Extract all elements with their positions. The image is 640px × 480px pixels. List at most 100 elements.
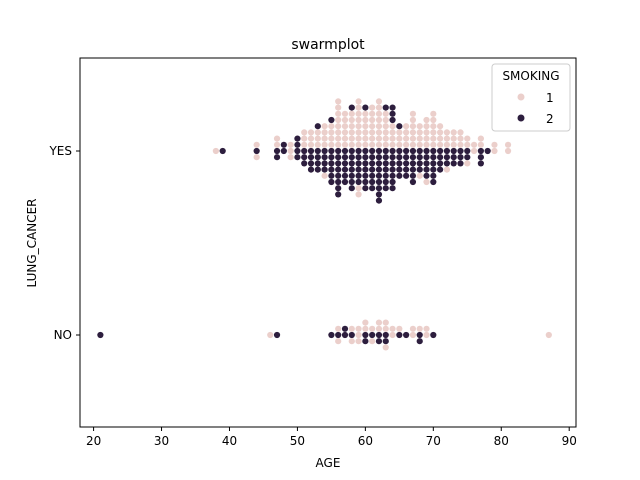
legend-label-1: 1	[546, 91, 554, 105]
swarm-point-smoking-2	[389, 110, 396, 117]
swarm-point-smoking-1	[335, 98, 342, 105]
swarm-point-smoking-1	[375, 98, 383, 105]
swarm-point-smoking-1	[382, 123, 389, 130]
swarm-point-smoking-1	[348, 123, 355, 130]
swarm-point-smoking-2	[294, 135, 301, 142]
swarm-point-smoking-2	[369, 147, 376, 155]
swarm-point-smoking-1	[423, 141, 430, 148]
swarm-point-smoking-1	[348, 129, 355, 136]
swarm-point-smoking-1	[416, 172, 423, 179]
swarm-point-smoking-2	[375, 197, 383, 204]
swarm-point-smoking-2	[375, 338, 383, 345]
swarm-point-smoking-1	[273, 141, 281, 148]
swarm-point-smoking-2	[328, 116, 335, 124]
swarm-point-smoking-2	[369, 172, 376, 179]
swarm-point-smoking-2	[335, 185, 342, 192]
swarm-point-smoking-2	[335, 166, 342, 173]
swarm-point-smoking-1	[335, 135, 342, 142]
swarm-point-smoking-2	[362, 160, 369, 167]
swarm-point-smoking-2	[382, 154, 389, 161]
swarm-point-smoking-2	[396, 160, 403, 167]
swarm-point-smoking-1	[375, 141, 383, 148]
swarm-point-smoking-2	[375, 160, 383, 167]
swarm-point-smoking-1	[362, 123, 369, 130]
swarm-point-smoking-1	[321, 123, 328, 130]
swarm-point-smoking-2	[328, 160, 335, 167]
swarm-point-smoking-1	[477, 135, 484, 142]
swarm-point-smoking-2	[335, 160, 342, 167]
swarm-point-smoking-1	[369, 110, 376, 117]
swarm-point-smoking-1	[416, 135, 423, 142]
swarm-point-smoking-2	[369, 178, 376, 186]
swarm-point-smoking-2	[294, 154, 301, 161]
swarm-point-smoking-2	[335, 178, 342, 186]
swarm-point-smoking-1	[396, 129, 403, 136]
swarm-point-smoking-1	[335, 110, 342, 117]
swarm-point-smoking-1	[457, 141, 464, 148]
swarm-point-smoking-2	[389, 172, 396, 179]
swarm-point-smoking-1	[355, 135, 362, 142]
swarm-point-smoking-1	[341, 116, 349, 124]
swarm-point-smoking-2	[307, 166, 315, 173]
legend: SMOKING 1 2	[491, 63, 571, 132]
swarm-point-smoking-2	[437, 166, 444, 173]
swarm-point-smoking-1	[355, 104, 362, 111]
swarm-point-smoking-1	[273, 135, 281, 142]
swarm-point-smoking-1	[389, 129, 396, 136]
swarm-point-smoking-1	[362, 319, 369, 326]
swarm-point-smoking-2	[348, 172, 355, 179]
swarm-point-smoking-1	[464, 160, 471, 167]
swarm-point-smoking-2	[355, 178, 362, 186]
swarm-point-smoking-2	[369, 160, 376, 167]
swarm-point-smoking-2	[348, 166, 355, 173]
swarm-point-smoking-1	[307, 141, 315, 148]
swarm-point-smoking-1	[287, 141, 294, 148]
swarm-point-smoking-1	[409, 110, 417, 117]
swarm-point-smoking-1	[212, 147, 219, 155]
swarm-point-smoking-1	[362, 325, 369, 332]
swarm-point-smoking-2	[430, 172, 437, 179]
swarm-point-smoking-2	[362, 185, 369, 192]
swarm-point-smoking-1	[457, 129, 464, 136]
swarm-point-smoking-2	[457, 160, 464, 167]
swarm-point-smoking-1	[430, 135, 437, 142]
swarm-point-smoking-2	[389, 147, 396, 155]
swarm-point-smoking-1	[504, 141, 512, 148]
swarm-point-smoking-1	[382, 325, 389, 332]
swarm-point-smoking-1	[389, 123, 396, 130]
swarm-point-smoking-2	[328, 178, 335, 186]
swarm-point-smoking-1	[369, 141, 376, 148]
swarm-point-smoking-2	[355, 166, 362, 173]
swarm-point-smoking-1	[287, 154, 294, 161]
swarm-point-smoking-2	[341, 154, 349, 161]
swarm-point-smoking-1	[321, 141, 328, 148]
swarm-point-smoking-2	[335, 172, 342, 179]
swarm-point-smoking-1	[335, 141, 342, 148]
swarm-point-smoking-2	[430, 166, 437, 173]
swarm-point-smoking-2	[430, 178, 437, 186]
swarm-point-smoking-1	[253, 141, 260, 148]
swarm-point-smoking-1	[362, 116, 369, 124]
swarm-point-smoking-1	[328, 141, 335, 148]
swarm-point-smoking-1	[416, 129, 423, 136]
swarm-point-smoking-1	[348, 116, 355, 124]
swarm-point-smoking-2	[416, 160, 423, 167]
swarm-point-smoking-1	[423, 123, 430, 130]
swarm-point-smoking-2	[403, 154, 410, 161]
swarm-point-smoking-1	[450, 129, 457, 136]
swarm-point-smoking-2	[355, 154, 362, 161]
swarm-point-smoking-1	[321, 172, 328, 179]
swarm-point-smoking-1	[545, 331, 552, 339]
x-tick-label: 40	[222, 434, 237, 448]
swarm-point-smoking-2	[328, 166, 335, 173]
swarm-point-smoking-1	[457, 135, 464, 142]
swarm-point-smoking-1	[375, 129, 383, 136]
swarm-point-smoking-2	[362, 104, 369, 111]
swarm-point-smoking-2	[314, 166, 321, 173]
swarm-point-smoking-2	[389, 104, 396, 111]
swarm-point-smoking-2	[443, 147, 451, 155]
swarm-point-smoking-1	[369, 129, 376, 136]
swarm-point-smoking-1	[314, 141, 321, 148]
swarm-point-smoking-1	[348, 141, 355, 148]
swarm-point-smoking-1	[369, 338, 376, 345]
